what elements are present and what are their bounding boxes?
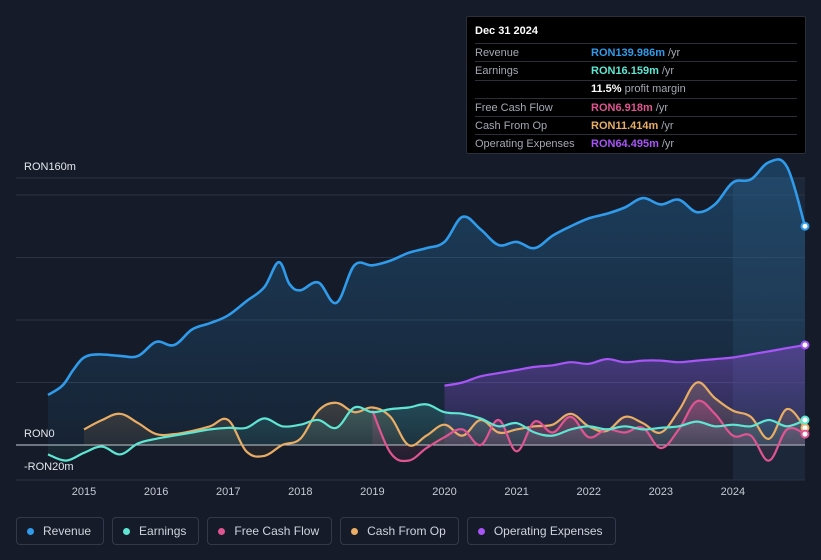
free-cash-flow-end-point	[800, 429, 810, 439]
operating-expenses-end-point	[800, 340, 810, 350]
legend-label: Free Cash Flow	[234, 524, 320, 538]
tooltip-label: Cash From Op	[475, 119, 548, 132]
x-tick-label: 2019	[360, 486, 384, 498]
tooltip-label: Free Cash Flow	[475, 101, 553, 114]
legend-item-earnings[interactable]: Earnings	[112, 517, 200, 545]
tooltip-row-cash-from-op: Cash From Op RON11.414m /yr	[475, 116, 797, 134]
x-tick-label: 2022	[576, 486, 600, 498]
earnings-end-point	[800, 415, 810, 425]
data-tooltip: Dec 31 2024 Revenue RON139.986m /yr Earn…	[466, 16, 806, 154]
tooltip-unit: /yr	[661, 64, 675, 77]
tooltip-unit: /yr	[661, 138, 675, 151]
free-cash-flow-line	[371, 399, 806, 463]
tooltip-row-operating-expenses: Operating Expenses RON64.495m /yr	[475, 134, 797, 152]
cash-from-op-line	[83, 381, 806, 458]
x-tick-label: 2020	[432, 486, 456, 498]
series-end-markers	[800, 221, 810, 439]
tooltip-unit: /yr	[668, 46, 681, 59]
tooltip-label: Revenue	[475, 46, 520, 59]
earnings-line	[47, 403, 806, 462]
tooltip-value: RON64.495m	[591, 138, 659, 151]
tooltip-date: Dec 31 2024	[475, 25, 538, 37]
tooltip-value: RON6.918m	[591, 101, 653, 114]
legend-item-free-cash-flow[interactable]: Free Cash Flow	[207, 517, 333, 545]
tooltip-unit: /yr	[661, 119, 674, 132]
earnings-area	[48, 404, 805, 461]
tooltip-row-revenue: Revenue RON139.986m /yr	[475, 43, 797, 61]
tooltip-label: Earnings	[475, 64, 519, 77]
revenue-end-point	[800, 221, 810, 231]
legend-label: Cash From Op	[367, 524, 446, 538]
legend-label: Earnings	[139, 524, 187, 538]
legend-label: Operating Expenses	[493, 524, 603, 538]
tooltip-unit: profit margin	[624, 83, 686, 96]
y-tick-label: RON160m	[24, 161, 76, 173]
tooltip-unit: /yr	[655, 101, 668, 114]
tooltip-value: RON16.159m	[591, 64, 659, 77]
tooltip-label: Operating Expenses	[475, 138, 575, 151]
x-tick-label: 2015	[72, 486, 96, 498]
free-cash-flow-area	[372, 400, 805, 462]
series-lines	[47, 158, 807, 463]
legend-item-revenue[interactable]: Revenue	[16, 517, 105, 545]
legend-label: Revenue	[43, 524, 92, 538]
y-tick-label: -RON20m	[24, 461, 74, 473]
tooltip-value: 11.5%	[591, 83, 622, 96]
legend-dot-icon	[27, 527, 34, 535]
legend-item-cash-from-op[interactable]: Cash From Op	[340, 517, 459, 545]
legend-dot-icon	[123, 527, 131, 535]
revenue-line	[47, 158, 807, 397]
tooltip-row-earnings: Earnings RON16.159m /yr	[475, 61, 797, 79]
legend-dot-icon	[351, 527, 359, 535]
tooltip-value: RON11.414m	[591, 119, 659, 132]
x-tick-label: 2018	[288, 486, 312, 498]
chart-legend: Revenue Earnings Free Cash Flow Cash Fro…	[16, 517, 616, 545]
x-tick-label: 2021	[504, 486, 528, 498]
y-tick-label: RON0	[24, 428, 55, 440]
legend-dot-icon	[218, 527, 226, 535]
x-tick-label: 2016	[144, 486, 168, 498]
legend-item-operating-expenses[interactable]: Operating Expenses	[466, 517, 616, 545]
y-axis-labels: RON160m RON0 -RON20m	[24, 161, 76, 473]
x-tick-label: 2024	[721, 486, 745, 498]
tooltip-row-free-cash-flow: Free Cash Flow RON6.918m /yr	[475, 97, 797, 116]
x-axis-labels: 2015 2016 2017 2018 2019 2020 2021 2022 2023 2024	[72, 486, 745, 498]
tooltip-row-profit-margin: 11.5% profit margin	[475, 79, 797, 98]
series-areas	[48, 159, 805, 462]
x-tick-label: 2017	[216, 486, 240, 498]
tooltip-value: RON139.986m	[591, 46, 665, 59]
x-tick-label: 2023	[649, 486, 673, 498]
legend-dot-icon	[477, 527, 485, 535]
operating-expenses-line	[444, 343, 806, 387]
